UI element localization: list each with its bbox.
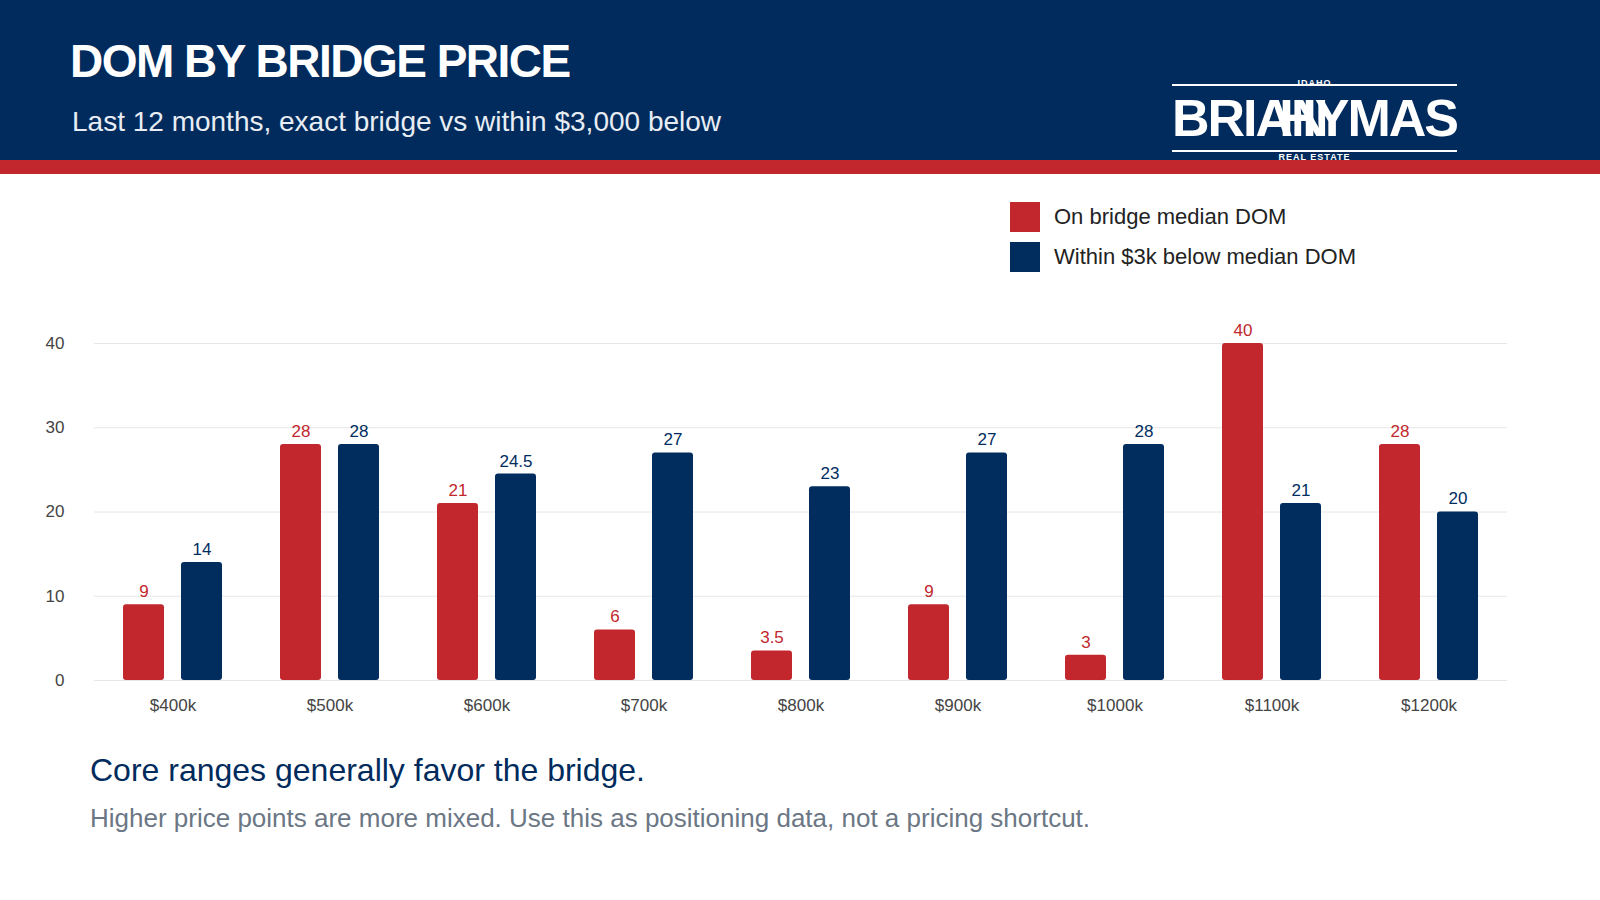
svg-text:6: 6 <box>610 607 619 626</box>
svg-text:27: 27 <box>664 430 683 449</box>
svg-text:9: 9 <box>139 582 148 601</box>
svg-text:3: 3 <box>1081 633 1090 652</box>
svg-text:20: 20 <box>1449 489 1468 508</box>
svg-text:9: 9 <box>924 582 933 601</box>
svg-text:$900k: $900k <box>935 696 982 715</box>
svg-text:$800k: $800k <box>778 696 825 715</box>
svg-text:3.5: 3.5 <box>760 628 784 647</box>
svg-text:28: 28 <box>292 422 311 441</box>
html-text:Last 12 months, exact bridge v: Last 12 months, exact bridge vs within $… <box>72 106 721 137</box>
html-text:IDAHO: IDAHO <box>1297 78 1332 88</box>
html-text:Core ranges generally favor th: Core ranges generally favor the bridge. <box>90 752 645 788</box>
svg-text:$1100k: $1100k <box>1245 696 1300 715</box>
svg-text:21: 21 <box>449 481 468 500</box>
svg-text:40: 40 <box>1234 321 1253 340</box>
svg-text:$1200k: $1200k <box>1401 696 1457 715</box>
svg-text:0: 0 <box>55 671 64 690</box>
svg-text:$600k: $600k <box>464 696 511 715</box>
svg-text:21: 21 <box>1292 481 1311 500</box>
html-text:REAL ESTATE: REAL ESTATE <box>1278 152 1351 162</box>
svg-text:10: 10 <box>46 587 65 606</box>
html-text:On bridge median DOM: On bridge median DOM <box>1054 204 1287 229</box>
svg-text:$400k: $400k <box>150 696 197 715</box>
html-text:BRIAN: BRIAN <box>1172 89 1327 147</box>
svg-text:30: 30 <box>46 418 65 437</box>
html-text:HYMAS: HYMAS <box>1279 89 1457 147</box>
svg-text:24.5: 24.5 <box>499 452 532 471</box>
html-text:DOM BY BRIDGE PRICE: DOM BY BRIDGE PRICE <box>70 35 570 87</box>
svg-text:14: 14 <box>193 540 212 559</box>
svg-text:28: 28 <box>1135 422 1154 441</box>
svg-text:27: 27 <box>978 430 997 449</box>
svg-text:40: 40 <box>46 334 65 353</box>
html-text:Higher price points are more m: Higher price points are more mixed. Use … <box>90 803 1091 833</box>
svg-text:23: 23 <box>821 464 840 483</box>
svg-text:$700k: $700k <box>621 696 668 715</box>
html-text:Within $3k below median DOM: Within $3k below median DOM <box>1054 244 1356 269</box>
svg-text:28: 28 <box>350 422 369 441</box>
svg-text:20: 20 <box>46 502 65 521</box>
svg-text:$1000k: $1000k <box>1087 696 1143 715</box>
svg-text:28: 28 <box>1391 422 1410 441</box>
svg-text:$500k: $500k <box>307 696 354 715</box>
